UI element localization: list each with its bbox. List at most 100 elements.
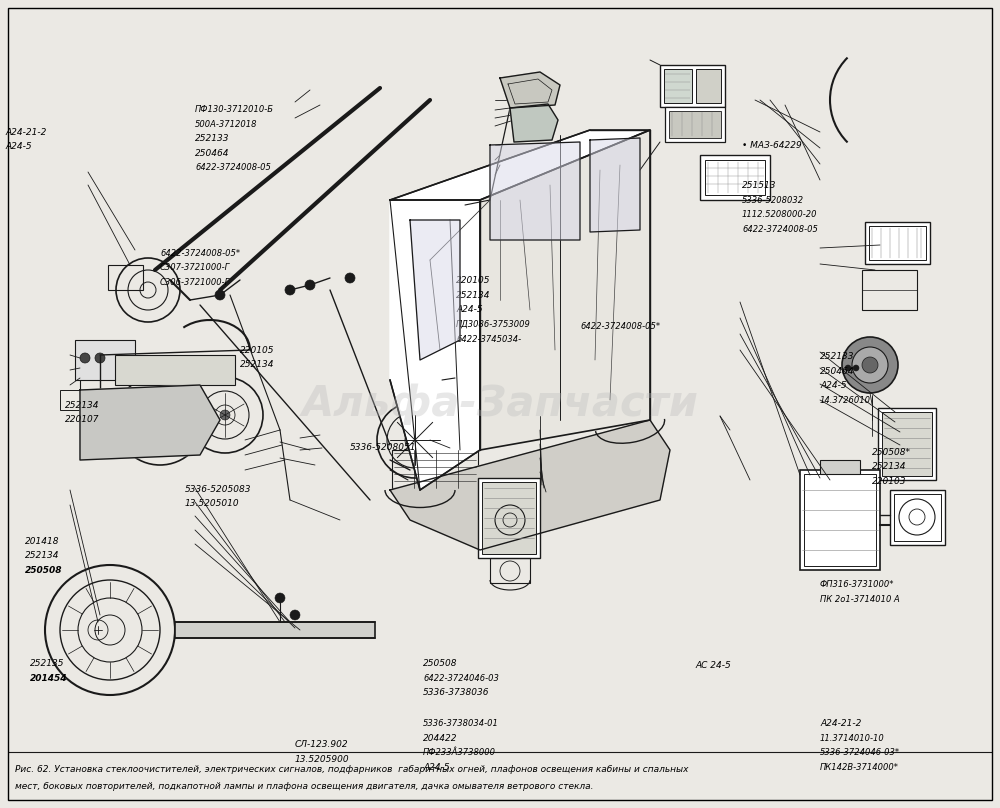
Text: 13.5205010: 13.5205010 xyxy=(185,499,240,508)
Text: 252134: 252134 xyxy=(456,291,490,300)
Bar xyxy=(108,265,143,290)
Text: 201418: 201418 xyxy=(25,537,60,545)
Text: 252133: 252133 xyxy=(820,352,854,361)
Text: 252133: 252133 xyxy=(195,134,230,143)
Bar xyxy=(865,222,930,264)
Bar xyxy=(869,226,926,260)
Text: 5336-3738036: 5336-3738036 xyxy=(423,688,490,697)
Text: 6422-3724008-05*: 6422-3724008-05* xyxy=(580,322,660,330)
Text: 250464: 250464 xyxy=(820,367,854,376)
Circle shape xyxy=(95,353,105,363)
Text: 5336-5208032: 5336-5208032 xyxy=(742,196,804,204)
Text: A24-21-2: A24-21-2 xyxy=(5,128,46,137)
Text: 500А-3712018: 500А-3712018 xyxy=(195,120,258,128)
Text: АС 24-5: АС 24-5 xyxy=(695,661,731,670)
Bar xyxy=(664,69,692,103)
Bar xyxy=(862,270,917,310)
Bar xyxy=(882,412,932,476)
Text: 220103: 220103 xyxy=(872,477,906,486)
Text: 5336-3724046-03*: 5336-3724046-03* xyxy=(820,748,900,757)
Bar xyxy=(115,355,235,385)
Text: 14.3726010: 14.3726010 xyxy=(820,396,871,405)
Circle shape xyxy=(852,347,888,383)
Polygon shape xyxy=(500,72,560,108)
Bar xyxy=(669,111,721,138)
Bar xyxy=(705,160,765,195)
Text: ПФ233Â3738000: ПФ233Â3738000 xyxy=(423,748,496,757)
Circle shape xyxy=(862,357,878,373)
Circle shape xyxy=(215,290,225,300)
Circle shape xyxy=(275,593,285,603)
Text: 252134: 252134 xyxy=(240,360,274,369)
Bar xyxy=(75,340,135,380)
Circle shape xyxy=(285,285,295,295)
Text: 220105: 220105 xyxy=(456,276,490,285)
Text: мест, боковых повторителей, подкапотной лампы и плафона освещения двигателя, дач: мест, боковых повторителей, подкапотной … xyxy=(15,782,594,791)
Bar xyxy=(660,65,725,107)
Text: A24-5: A24-5 xyxy=(456,305,483,314)
Text: 252134: 252134 xyxy=(872,462,906,471)
Text: 250508: 250508 xyxy=(423,659,458,668)
Text: 6422-3724008-05: 6422-3724008-05 xyxy=(195,163,271,172)
Bar xyxy=(700,155,770,200)
Circle shape xyxy=(305,280,315,290)
Text: A24-21-2: A24-21-2 xyxy=(820,719,861,728)
Text: Рис. 62. Установка стеклоочистителей, электрических сигналов, подфарников  габар: Рис. 62. Установка стеклоочистителей, эл… xyxy=(15,765,688,774)
Bar xyxy=(482,482,536,554)
Text: 250508*: 250508* xyxy=(872,448,911,457)
Text: 5336-5208051: 5336-5208051 xyxy=(350,443,416,452)
Polygon shape xyxy=(390,420,670,550)
Bar xyxy=(60,390,115,410)
Text: 251513: 251513 xyxy=(742,181,776,190)
Bar xyxy=(894,494,941,541)
Text: 6422-3724008-05*: 6422-3724008-05* xyxy=(160,249,240,258)
Polygon shape xyxy=(490,142,580,240)
Text: 5336-5205083: 5336-5205083 xyxy=(185,485,252,494)
Circle shape xyxy=(842,337,898,393)
Circle shape xyxy=(220,410,230,420)
Text: 1112.5208000-20: 1112.5208000-20 xyxy=(742,210,818,219)
Text: СЛ-123.902: СЛ-123.902 xyxy=(295,740,349,749)
Text: 220107: 220107 xyxy=(65,415,100,424)
Text: 250508: 250508 xyxy=(25,566,62,574)
Text: Альфа-Запчасти: Альфа-Запчасти xyxy=(302,383,698,425)
Circle shape xyxy=(845,365,851,371)
Text: 201454: 201454 xyxy=(30,674,68,683)
Polygon shape xyxy=(410,220,460,360)
Polygon shape xyxy=(590,138,640,232)
Polygon shape xyxy=(80,385,220,460)
Bar xyxy=(665,107,725,142)
Text: 6422-3745034-: 6422-3745034- xyxy=(456,335,521,343)
Text: 11.3714010-10: 11.3714010-10 xyxy=(820,734,885,743)
Bar xyxy=(392,450,478,488)
Bar xyxy=(800,470,880,570)
Text: A24-5: A24-5 xyxy=(820,381,847,390)
Circle shape xyxy=(345,273,355,283)
Text: ПД3086-3753009: ПД3086-3753009 xyxy=(456,320,531,329)
Bar xyxy=(820,460,860,474)
Bar xyxy=(804,474,876,566)
Text: A24-5: A24-5 xyxy=(423,763,450,772)
Text: 252135: 252135 xyxy=(30,659,64,668)
Text: A24-5: A24-5 xyxy=(5,142,32,151)
Circle shape xyxy=(154,414,166,426)
Text: 6422-3724008-05: 6422-3724008-05 xyxy=(742,225,818,234)
Text: С306-3721000-Г: С306-3721000-Г xyxy=(160,278,230,287)
Bar xyxy=(490,558,530,583)
Text: ПК142В-3714000*: ПК142В-3714000* xyxy=(820,763,899,772)
Polygon shape xyxy=(480,130,650,450)
Text: 13.5205900: 13.5205900 xyxy=(295,755,350,764)
Text: 5336-3738034-01: 5336-3738034-01 xyxy=(423,719,499,728)
Text: С307-3721000-Г: С307-3721000-Г xyxy=(160,263,230,272)
Text: 252134: 252134 xyxy=(25,551,60,560)
Polygon shape xyxy=(510,104,558,142)
Bar xyxy=(890,490,945,545)
Circle shape xyxy=(290,610,300,620)
Bar xyxy=(478,478,540,558)
Circle shape xyxy=(853,365,859,371)
Polygon shape xyxy=(390,200,480,490)
Text: ФП316-3731000*: ФП316-3731000* xyxy=(820,580,895,589)
Text: 220105: 220105 xyxy=(240,346,274,355)
Text: 6422-3724046-03: 6422-3724046-03 xyxy=(423,674,499,683)
Text: 204422: 204422 xyxy=(423,734,458,743)
